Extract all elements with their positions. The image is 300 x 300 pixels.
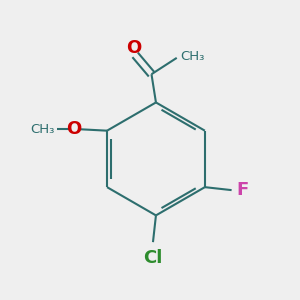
Text: O: O (66, 120, 81, 138)
Text: Cl: Cl (143, 249, 163, 267)
Text: CH₃: CH₃ (180, 50, 205, 63)
Text: O: O (126, 39, 141, 57)
Text: CH₃: CH₃ (31, 123, 55, 136)
Text: F: F (236, 181, 248, 199)
